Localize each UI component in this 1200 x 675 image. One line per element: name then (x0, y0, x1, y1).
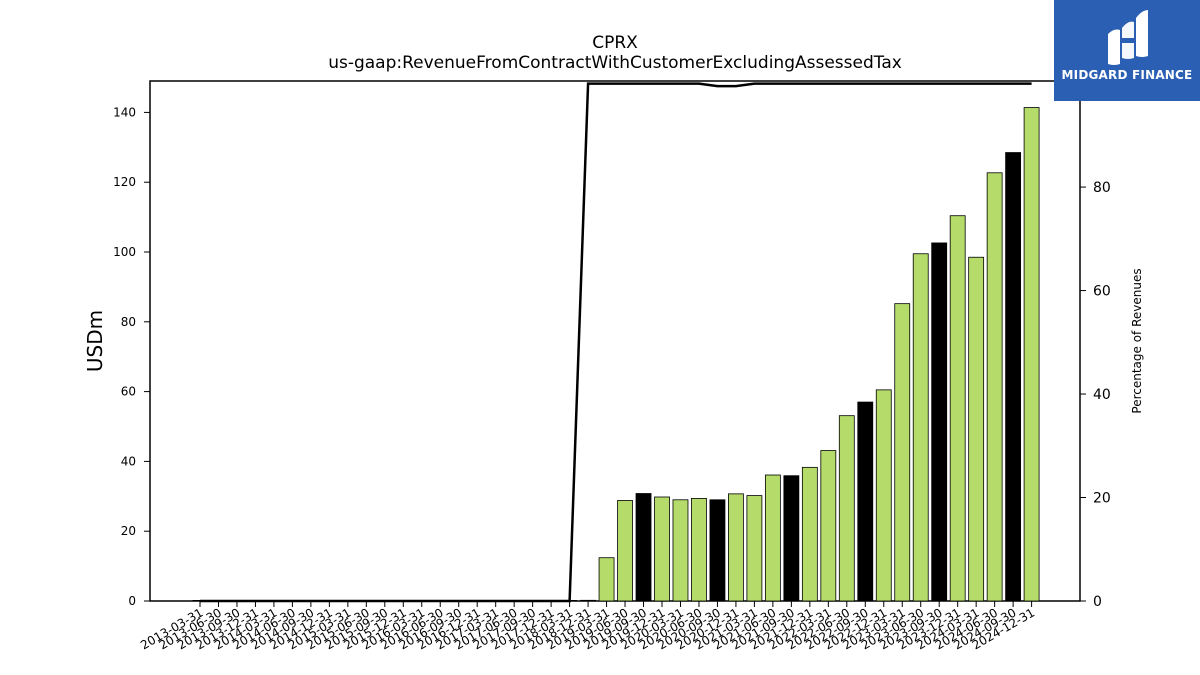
plot-frame (149, 80, 1081, 602)
y-tick-label: 40 (121, 454, 136, 468)
y2-tick-label: 40 (1093, 387, 1111, 403)
midgard-finance-logo: MIDGARD FINANCE (1054, 0, 1200, 101)
bar-2023-06-30 (912, 253, 929, 602)
bar-2024-09-30 (1005, 152, 1022, 602)
bar-2023-03-31 (894, 303, 911, 602)
bar-2023-09-30 (931, 242, 948, 602)
logo-mark-icon (1108, 10, 1148, 65)
bar-2022-12-31 (875, 389, 892, 602)
bar-2022-03-31 (820, 450, 837, 602)
bar-2021-09-30 (783, 475, 800, 602)
y-tick-label: 100 (113, 245, 136, 259)
bar-2018-12-31 (580, 599, 596, 602)
y2-axis-label: Percentage of Revenues (1130, 268, 1144, 413)
bar-2022-09-30 (857, 401, 874, 602)
y2-tick-label: 60 (1093, 284, 1111, 300)
bar-2019-09-30 (635, 493, 652, 602)
y-tick-label: 140 (113, 105, 136, 119)
bar-2022-06-30 (838, 415, 855, 602)
bar-2024-03-31 (968, 256, 985, 602)
chart-subtitle: us-gaap:RevenueFromContractWithCustomerE… (328, 53, 902, 73)
bar-2020-12-31 (728, 493, 744, 602)
left-y-axis: 0 20 40 60 80 100 120 140 (113, 105, 150, 608)
bar-2020-03-31 (672, 499, 689, 602)
bar-2024-06-30 (986, 172, 1003, 602)
y2-tick-label: 80 (1093, 180, 1111, 196)
bar-2021-03-31 (746, 495, 763, 602)
percentage-line (200, 82, 1032, 603)
bar-2019-03-31 (598, 557, 615, 602)
y-tick-label: 120 (113, 175, 136, 189)
bar-2023-12-31 (949, 215, 966, 602)
x-axis: 2013-03-312013-06-302013-09-302013-12-31… (138, 601, 1037, 652)
bar-2019-12-31 (654, 496, 670, 602)
y-axis-label: USDm (83, 310, 107, 372)
percentage-line-series (200, 82, 1032, 603)
y-tick-label: 0 (128, 594, 136, 608)
chart-title: CPRX (592, 33, 638, 53)
y2-tick-label: 20 (1093, 491, 1111, 507)
bar-2019-06-30 (617, 500, 633, 602)
y2-tick-label: 0 (1093, 594, 1102, 610)
y-tick-label: 60 (121, 385, 136, 399)
bar-2021-06-30 (764, 474, 781, 602)
bar-2020-06-30 (691, 497, 707, 602)
bar-series (192, 107, 1040, 602)
bar-2020-09-30 (709, 499, 726, 602)
y-tick-label: 20 (121, 524, 136, 538)
bar-2021-12-31 (801, 466, 818, 602)
logo-text: MIDGARD FINANCE (1061, 68, 1193, 82)
bar-2024-12-31 (1023, 107, 1040, 602)
y-tick-label: 80 (121, 315, 136, 329)
